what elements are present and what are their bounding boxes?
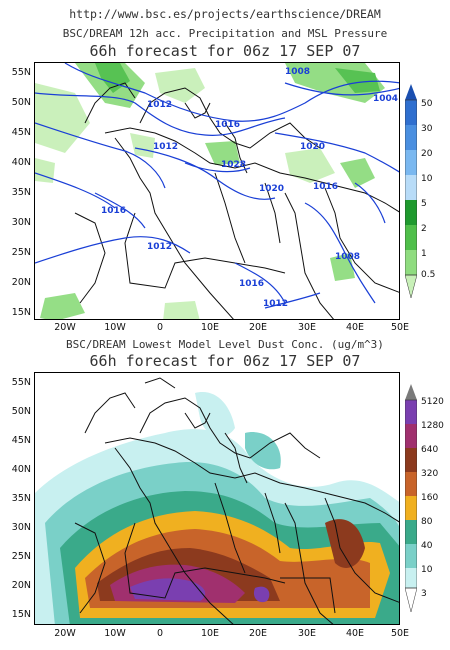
colorbar-swatch	[405, 496, 417, 520]
colorbar-label: 640	[421, 445, 439, 455]
isobar-label: 1016	[239, 279, 264, 289]
lat-label: 30N	[11, 522, 31, 533]
colorbar-label: 320	[421, 469, 439, 479]
precipitation-shading	[35, 63, 385, 319]
colorbar-label: 30	[421, 124, 433, 134]
isobar-label: 1016	[313, 182, 338, 192]
lat-label: 55N	[11, 67, 31, 78]
colorbar-label: 50	[421, 99, 433, 109]
lat-label: 35N	[11, 187, 31, 198]
top-panel-title: BSC/DREAM 12h acc. Precipitation and MSL…	[62, 27, 388, 40]
lat-label: 15N	[11, 609, 31, 620]
colorbar-label: 5	[421, 199, 427, 209]
lon-label: 0	[156, 628, 164, 639]
lat-label: 25N	[11, 551, 31, 562]
dust-map-canvas	[35, 373, 399, 624]
colorbar-label: 10	[421, 174, 433, 184]
precipitation-colorbar-graphic	[404, 84, 418, 299]
dust-colorbar	[404, 384, 418, 613]
lat-label: 50N	[11, 406, 31, 417]
lat-label: 40N	[11, 464, 31, 475]
lon-label: 10W	[104, 628, 126, 639]
isobar-label: 1012	[153, 142, 178, 152]
colorbar-swatch	[405, 125, 417, 150]
colorbar-swatch	[405, 225, 417, 250]
lon-label: 0	[156, 322, 164, 333]
lon-label: 50E	[390, 322, 410, 333]
isobar-labels: 1012 1008 1016 1012 1020 1028 1020 1016 …	[101, 67, 398, 309]
isobar-label: 1020	[259, 184, 284, 194]
colorbar-label: 80	[421, 517, 433, 527]
bottom-panel-title: BSC/DREAM Lowest Model Level Dust Conc. …	[66, 338, 384, 351]
colorbar-swatch	[405, 472, 417, 496]
lon-label: 30E	[297, 628, 317, 639]
colorbar-label: 3	[421, 589, 427, 599]
isobar-label: 1028	[221, 160, 246, 170]
coastlines	[74, 82, 399, 319]
lat-label: 20N	[11, 580, 31, 591]
lat-label: 20N	[11, 277, 31, 288]
dust-concentration-map	[34, 372, 400, 625]
isobar-label: 1016	[215, 120, 240, 130]
colorbar-label: 10	[421, 565, 433, 575]
colorbar-swatch	[405, 250, 417, 275]
isobar-label: 1012	[147, 242, 172, 252]
lon-label: 10E	[200, 322, 220, 333]
lon-label: 30E	[297, 322, 317, 333]
lat-label: 55N	[11, 377, 31, 388]
colorbar-label: 1280	[421, 421, 444, 431]
lon-label: 40E	[345, 322, 365, 333]
isobars	[35, 63, 399, 309]
colorbar-label: 160	[421, 493, 439, 503]
lat-label: 45N	[11, 435, 31, 446]
bottom-panel-forecast-time: 66h forecast for 06z 17 SEP 07	[89, 352, 361, 370]
colorbar-swatch	[405, 100, 417, 125]
lon-label: 20W	[54, 322, 76, 333]
lat-label: 40N	[11, 157, 31, 168]
coastlines	[74, 377, 399, 624]
lat-label: 50N	[11, 97, 31, 108]
colorbar-label: 40	[421, 541, 433, 551]
precipitation-map-canvas: 1012 1008 1016 1012 1020 1028 1020 1016 …	[35, 63, 399, 319]
colorbar-swatch	[405, 175, 417, 200]
lon-label: 10W	[104, 322, 126, 333]
colorbar-label: 5120	[421, 397, 444, 407]
isobar-label: 1020	[300, 142, 325, 152]
source-url[interactable]: http://www.bsc.es/projects/earthscience/…	[69, 7, 381, 21]
isobar-label: 1016	[101, 206, 126, 216]
colorbar-label: 2	[421, 224, 427, 234]
colorbar-swatch	[405, 200, 417, 225]
colorbar-swatch	[405, 520, 417, 544]
dust-shading	[35, 392, 399, 624]
lat-label: 15N	[11, 307, 31, 318]
lon-label: 20W	[54, 628, 76, 639]
precipitation-colorbar	[404, 84, 418, 299]
lon-label: 10E	[200, 628, 220, 639]
colorbar-swatch	[405, 150, 417, 175]
isobar-label: 1008	[285, 67, 310, 77]
colorbar-label: 20	[421, 149, 433, 159]
lat-label: 45N	[11, 127, 31, 138]
lon-label: 50E	[390, 628, 410, 639]
colorbar-swatch	[405, 424, 417, 448]
colorbar-label: 1	[421, 249, 427, 259]
dust-colorbar-graphic	[404, 384, 418, 613]
lon-label: 40E	[345, 628, 365, 639]
lat-label: 35N	[11, 493, 31, 504]
colorbar-swatch	[405, 544, 417, 568]
colorbar-swatch	[405, 568, 417, 588]
isobar-label: 1004	[373, 94, 398, 104]
isobar-label: 1008	[335, 252, 360, 262]
lon-label: 20E	[248, 322, 268, 333]
lat-label: 25N	[11, 247, 31, 258]
lon-label: 20E	[248, 628, 268, 639]
isobar-label: 1012	[147, 100, 172, 110]
isobar-label: 1012	[263, 299, 288, 309]
top-panel-forecast-time: 66h forecast for 06z 17 SEP 07	[89, 42, 361, 60]
colorbar-swatch	[405, 448, 417, 472]
colorbar-swatch	[405, 400, 417, 424]
colorbar-label: 0.5	[421, 270, 436, 280]
lat-label: 30N	[11, 217, 31, 228]
precipitation-pressure-map: 1012 1008 1016 1012 1020 1028 1020 1016 …	[34, 62, 400, 320]
